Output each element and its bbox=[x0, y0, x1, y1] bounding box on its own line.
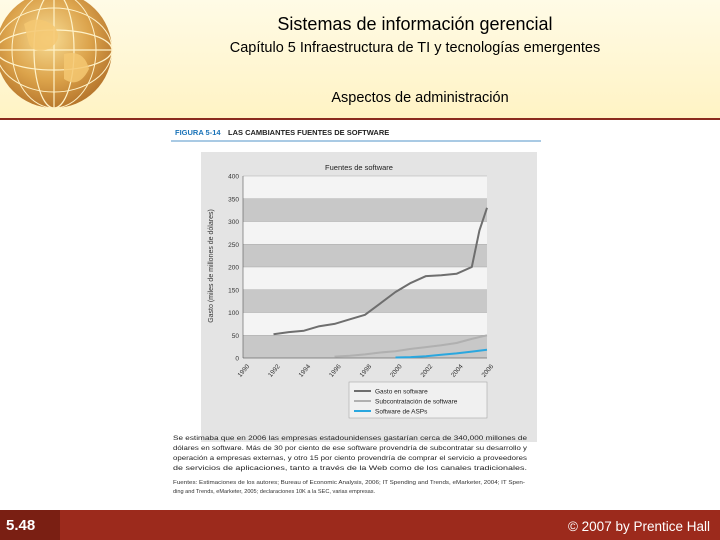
grid-band bbox=[243, 267, 487, 290]
chart-title: Fuentes de software bbox=[325, 163, 393, 172]
figure-5-14: FIGURA 5-14 LAS CAMBIANTES FUENTES DE SO… bbox=[171, 128, 541, 495]
y-tick-label: 150 bbox=[228, 287, 239, 294]
caption-line: de servicios de aplicaciones, tanto a tr… bbox=[173, 465, 527, 472]
slide-subtitle: Capítulo 5 Infraestructura de TI y tecno… bbox=[229, 40, 601, 56]
y-tick-label: 100 bbox=[228, 310, 239, 317]
series-line bbox=[334, 334, 488, 358]
legend-box bbox=[348, 381, 488, 419]
legend-entry: Software de ASPs bbox=[375, 409, 428, 416]
y-tick-label: 200 bbox=[228, 265, 239, 272]
slide-header: Sistemas de información gerencial Capítu… bbox=[0, 0, 720, 118]
grid-band bbox=[243, 244, 487, 267]
y-axis-label: Gasto (miles de millones de dólares) bbox=[208, 209, 215, 323]
footer-number-box bbox=[0, 510, 60, 540]
grid-band bbox=[243, 289, 487, 313]
header-divider bbox=[0, 118, 720, 120]
legend-entry: Gasto en software bbox=[375, 389, 428, 396]
y-tick-label: 0 bbox=[235, 356, 239, 363]
slide-topic: Aspectos de administración bbox=[331, 90, 509, 106]
caption-line: operación a empresas externas, y otro 15… bbox=[173, 455, 528, 462]
slide-title: Sistemas de información gerencial bbox=[277, 14, 553, 34]
globe-icon bbox=[0, 0, 113, 109]
caption-line: Se estimaba que en 2006 las empresas est… bbox=[173, 435, 527, 442]
chart-legend: Gasto en software Subcontratación de soft… bbox=[348, 381, 488, 419]
y-tick-label: 250 bbox=[228, 242, 239, 249]
grid-band bbox=[243, 221, 487, 245]
figure-label-title: LAS CAMBIANTES FUENTES DE SOFTWARE bbox=[228, 128, 389, 137]
grid-band bbox=[243, 312, 487, 336]
caption-line: dólares en software. Más de 30 por cient… bbox=[173, 445, 528, 452]
slide-footer: 5.48 © 2007 by Prentice Hall bbox=[0, 510, 720, 540]
figure-source: Fuentes: Estimaciones de los autores; Bu… bbox=[173, 480, 525, 495]
series-line bbox=[395, 348, 488, 359]
slide-number: 5.48 bbox=[6, 517, 36, 534]
source-line: Fuentes: Estimaciones de los autores; Bu… bbox=[173, 480, 525, 486]
grid-band bbox=[243, 176, 487, 199]
y-tick-label: 350 bbox=[228, 196, 239, 203]
source-line: ding and Trends, eMarketer, 2005; declar… bbox=[173, 489, 376, 495]
figure-label: FIGURA 5-14 bbox=[175, 128, 221, 137]
grid-band bbox=[243, 335, 487, 358]
figure-caption: Se estimaba que en 2006 las empresas est… bbox=[173, 435, 528, 472]
y-tick-label: 50 bbox=[232, 333, 240, 340]
legend-entry: Subcontratación de software bbox=[375, 399, 458, 406]
y-tick-label: 300 bbox=[228, 219, 239, 226]
series-line bbox=[273, 207, 488, 336]
grid-band bbox=[243, 198, 487, 222]
copyright-text: © 2007 by Prentice Hall bbox=[567, 519, 710, 534]
y-tick-label: 400 bbox=[228, 174, 239, 181]
